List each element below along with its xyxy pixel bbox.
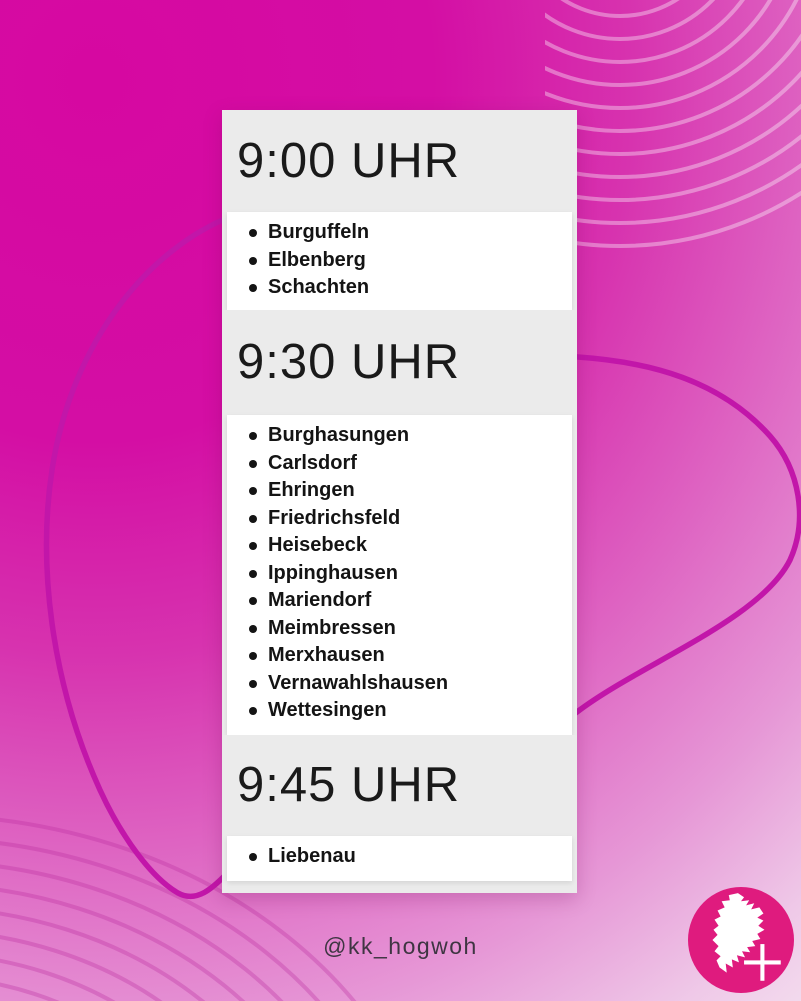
time-section-header: 9:00 UHR <box>222 110 577 212</box>
list-item: Vernawahlshausen <box>227 670 572 698</box>
list-item: Ippinghausen <box>227 560 572 588</box>
time-header: 9:00 UHR <box>237 133 461 188</box>
list-item: Wettesingen <box>227 697 572 725</box>
contour-lines-top-right-icon <box>545 0 801 248</box>
district-map-icon <box>712 893 765 973</box>
list-item: Carlsdorf <box>227 450 572 478</box>
list-item: Meimbressen <box>227 615 572 643</box>
list-item: Ehringen <box>227 477 572 505</box>
list-item: Schachten <box>227 274 572 302</box>
list-item: Heisebeck <box>227 532 572 560</box>
schedule-card: 9:00 UHR Burguffeln Elbenberg Schachten … <box>222 110 577 893</box>
list-item: Burghasungen <box>227 422 572 450</box>
social-handle: @kk_hogwoh <box>323 933 478 959</box>
time-section-header: 9:30 UHR <box>222 310 577 415</box>
time-header: 9:30 UHR <box>237 335 461 389</box>
list-item: Elbenberg <box>227 247 572 275</box>
list-item: Merxhausen <box>227 642 572 670</box>
logo-badge <box>688 887 794 993</box>
town-list: Burghasungen Carlsdorf Ehringen Friedric… <box>227 415 572 735</box>
list-item: Mariendorf <box>227 587 572 615</box>
cross-icon <box>744 944 781 981</box>
town-list: Burguffeln Elbenberg Schachten <box>227 212 572 310</box>
list-item: Burguffeln <box>227 219 572 247</box>
list-item: Friedrichsfeld <box>227 505 572 533</box>
town-list: Liebenau <box>227 836 572 881</box>
time-section-header: 9:45 UHR <box>222 735 577 836</box>
list-item: Liebenau <box>227 843 572 871</box>
time-header: 9:45 UHR <box>237 758 461 812</box>
